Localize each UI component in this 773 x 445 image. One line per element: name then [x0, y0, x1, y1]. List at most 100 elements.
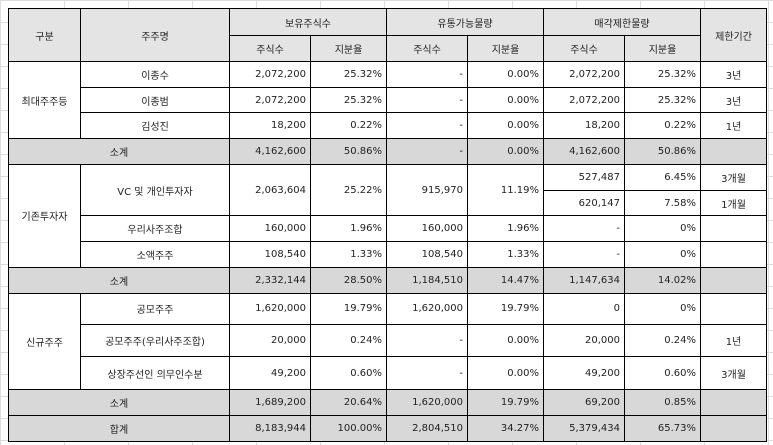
locked-ratio: 25.32% [624, 86, 702, 114]
group-label: 최대주주등 [8, 60, 81, 140]
floating-shares: 2,804,510 [386, 415, 468, 442]
subheader-ratio: 지분율 [624, 35, 702, 62]
lock-period: 3년 [700, 86, 768, 114]
table-row: 620,147 7.58% 1개월 [9, 189, 768, 217]
locked-shares: 0 [543, 292, 626, 325]
subtotal-row: 소계 4,162,600 50.86% - 0.00% 4,162,600 50… [8, 138, 768, 165]
holding-ratio: 25.32% [310, 61, 387, 88]
holding-shares: 2,332,144 [229, 266, 311, 294]
subheader-shares: 주식수 [229, 35, 311, 62]
locked-ratio: 65.73% [624, 415, 702, 442]
locked-shares: - [543, 241, 626, 268]
locked-shares: 527,487 [543, 163, 626, 191]
locked-ratio: 0.24% [624, 323, 702, 358]
subheader-shares: 주식수 [386, 35, 468, 62]
locked-ratio: 25.32% [624, 61, 702, 88]
floating-shares: 915,970 [386, 163, 468, 217]
locked-shares: 2,072,200 [543, 86, 626, 114]
holding-ratio: 20.64% [310, 389, 387, 417]
table-row: 우리사주조합 160,000 1.96% 160,000 1.96% - 0% [9, 215, 768, 243]
locked-shares: 20,000 [543, 323, 626, 358]
subtotal-label: 소계 [8, 138, 230, 165]
locked-shares: 49,200 [543, 356, 626, 391]
locked-shares: 18,200 [543, 112, 626, 140]
locked-shares: 620,147 [543, 189, 626, 217]
floating-ratio: 0.00% [466, 138, 545, 165]
lock-period-empty [700, 215, 768, 243]
floating-shares: 1,620,000 [386, 292, 468, 325]
lock-period: 1년 [700, 112, 768, 140]
lock-period-empty [700, 292, 768, 325]
floating-ratio: 19.79% [466, 292, 545, 325]
header-shareholder: 주주명 [80, 8, 230, 62]
header-floating: 유통가능물량 [385, 8, 545, 36]
floating-shares: 1,184,510 [386, 266, 468, 294]
locked-ratio: 14.02% [624, 266, 702, 294]
subtotal-row: 소계 1,689,200 20.64% 1,620,000 19.79% 69,… [8, 389, 768, 417]
header-holding: 보유주식수 [229, 8, 387, 36]
lock-period: 3개월 [700, 356, 768, 391]
floating-shares: 108,540 [386, 241, 468, 268]
holding-shares: 108,540 [229, 241, 311, 268]
floating-shares: 1,620,000 [386, 389, 468, 417]
holding-ratio: 28.50% [310, 266, 387, 294]
holding-ratio: 0.22% [310, 112, 387, 140]
holding-shares: 20,000 [229, 323, 311, 358]
locked-ratio: 0.22% [624, 112, 702, 140]
floating-ratio: 0.00% [466, 356, 545, 391]
subtotal-label: 소계 [8, 266, 230, 294]
locked-ratio: 6.45% [624, 163, 702, 191]
lock-period: 3개월 [700, 163, 768, 191]
holding-ratio: 19.79% [310, 292, 387, 325]
shareholder-name: 이종수 [80, 61, 230, 88]
shareholder-name: VC 및 개인투자자 [80, 163, 230, 217]
floating-ratio: 11.19% [466, 163, 545, 217]
table-row: 이종범 2,072,200 25.32% - 0.00% 2,072,200 2… [9, 86, 768, 114]
header-locked: 매각제한물량 [543, 8, 702, 36]
shareholder-name: 김성진 [80, 112, 230, 140]
holding-ratio: 1.96% [310, 215, 387, 243]
table-row: 기존투자자 VC 및 개인투자자 2,063,604 25.22% 915,97… [8, 163, 768, 268]
locked-ratio: 7.58% [624, 189, 702, 217]
subtotal-row: 소계 2,332,144 28.50% 1,184,510 14.47% 1,1… [8, 266, 768, 294]
holding-shares: 49,200 [229, 356, 311, 391]
locked-ratio: 0.60% [624, 356, 702, 391]
locked-shares: 69,200 [543, 389, 626, 417]
header-category: 구분 [8, 8, 81, 62]
total-label: 합계 [8, 415, 230, 442]
floating-ratio: 0.00% [466, 112, 545, 140]
holding-ratio: 0.24% [310, 323, 387, 358]
floating-ratio: 34.27% [466, 415, 545, 442]
group-label: 신규주주 [8, 292, 81, 391]
table-row: 김성진 18,200 0.22% - 0.00% 18,200 0.22% 1년 [9, 112, 768, 140]
floating-ratio: 0.00% [466, 61, 545, 88]
header-period: 제한기간 [700, 8, 768, 62]
locked-shares: - [543, 215, 626, 243]
lock-period-empty [700, 241, 768, 268]
floating-ratio: 19.79% [466, 389, 545, 417]
locked-shares: 1,147,634 [543, 266, 626, 294]
holding-shares: 1,689,200 [229, 389, 311, 417]
shareholder-name: 공모주주(우리사주조합) [80, 323, 230, 358]
shareholder-name: 상장주선인 의무인수분 [80, 356, 230, 391]
subheader-ratio: 지분율 [466, 35, 545, 62]
floating-shares: - [386, 112, 468, 140]
shareholder-name: 소액주주 [80, 241, 230, 268]
floating-ratio: 0.00% [466, 323, 545, 358]
floating-shares: - [386, 86, 468, 114]
holding-shares: 8,183,944 [229, 415, 311, 442]
floating-shares: - [386, 61, 468, 88]
floating-shares: - [386, 323, 468, 358]
locked-ratio: 0% [624, 215, 702, 243]
locked-ratio: 50.86% [624, 138, 702, 165]
locked-shares: 5,379,434 [543, 415, 626, 442]
holding-shares: 160,000 [229, 215, 311, 243]
subtotal-label: 소계 [8, 389, 230, 417]
holding-ratio: 25.32% [310, 86, 387, 114]
shareholder-name: 우리사주조합 [80, 215, 230, 243]
holding-shares: 2,072,200 [229, 86, 311, 114]
shareholder-lockup-table: 구분 주주명 보유주식수 유통가능물량 매각제한물량 제한기간 주식수 지분율 … [8, 8, 768, 442]
shareholder-name: 공모주주 [80, 292, 230, 325]
locked-ratio: 0% [624, 292, 702, 325]
lock-period-empty [700, 266, 768, 294]
